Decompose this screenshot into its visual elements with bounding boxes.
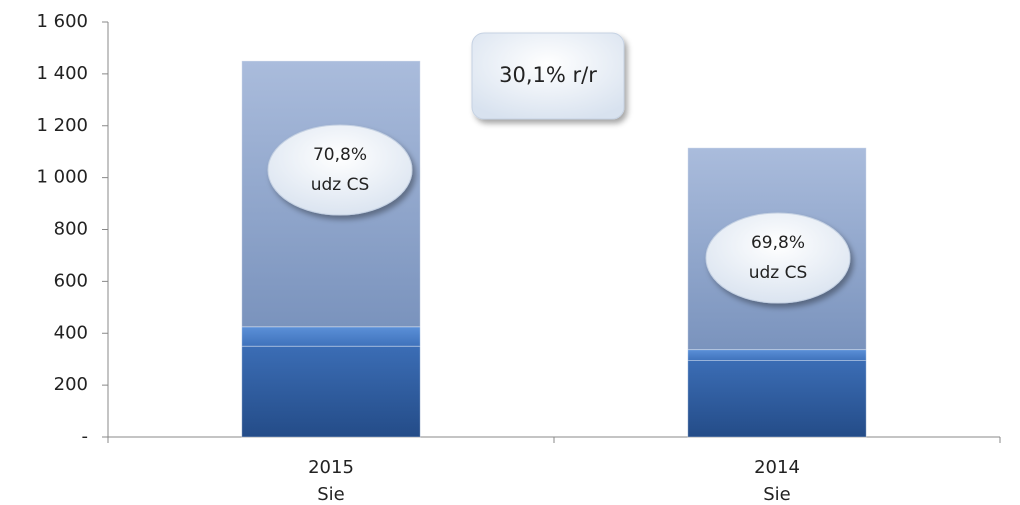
- annotation-text: udz CS: [311, 175, 370, 195]
- y-tick-label: 200: [54, 374, 88, 395]
- y-tick-label: 1 400: [36, 63, 88, 84]
- y-tick-label: 1 200: [36, 115, 88, 136]
- y-tick-label: 1 600: [36, 11, 88, 32]
- x-tick-label: Sie: [763, 484, 791, 505]
- bar-segment: [687, 349, 867, 361]
- y-tick-label: 600: [54, 270, 88, 291]
- y-tick-label: 1 000: [36, 167, 88, 188]
- annotation-text: udz CS: [749, 263, 808, 283]
- annotation-bubble: [705, 212, 851, 304]
- annotation-text: 69,8%: [751, 233, 805, 253]
- x-tick-label: 2015: [308, 457, 354, 478]
- annotation-box: [471, 32, 625, 120]
- y-tick-label: 400: [54, 322, 88, 343]
- y-tick-label: -: [82, 426, 89, 447]
- annotation-text: 30,1% r/r: [499, 63, 597, 87]
- bar-segment: [241, 345, 421, 438]
- x-tick-label: Sie: [317, 484, 345, 505]
- annotation-bubble: [267, 124, 413, 216]
- bar-segment: [241, 326, 421, 347]
- x-tick-label: 2014: [754, 457, 800, 478]
- y-tick-label: 800: [54, 219, 88, 240]
- annotation-text: 70,8%: [313, 145, 367, 165]
- bar-segment: [687, 359, 867, 438]
